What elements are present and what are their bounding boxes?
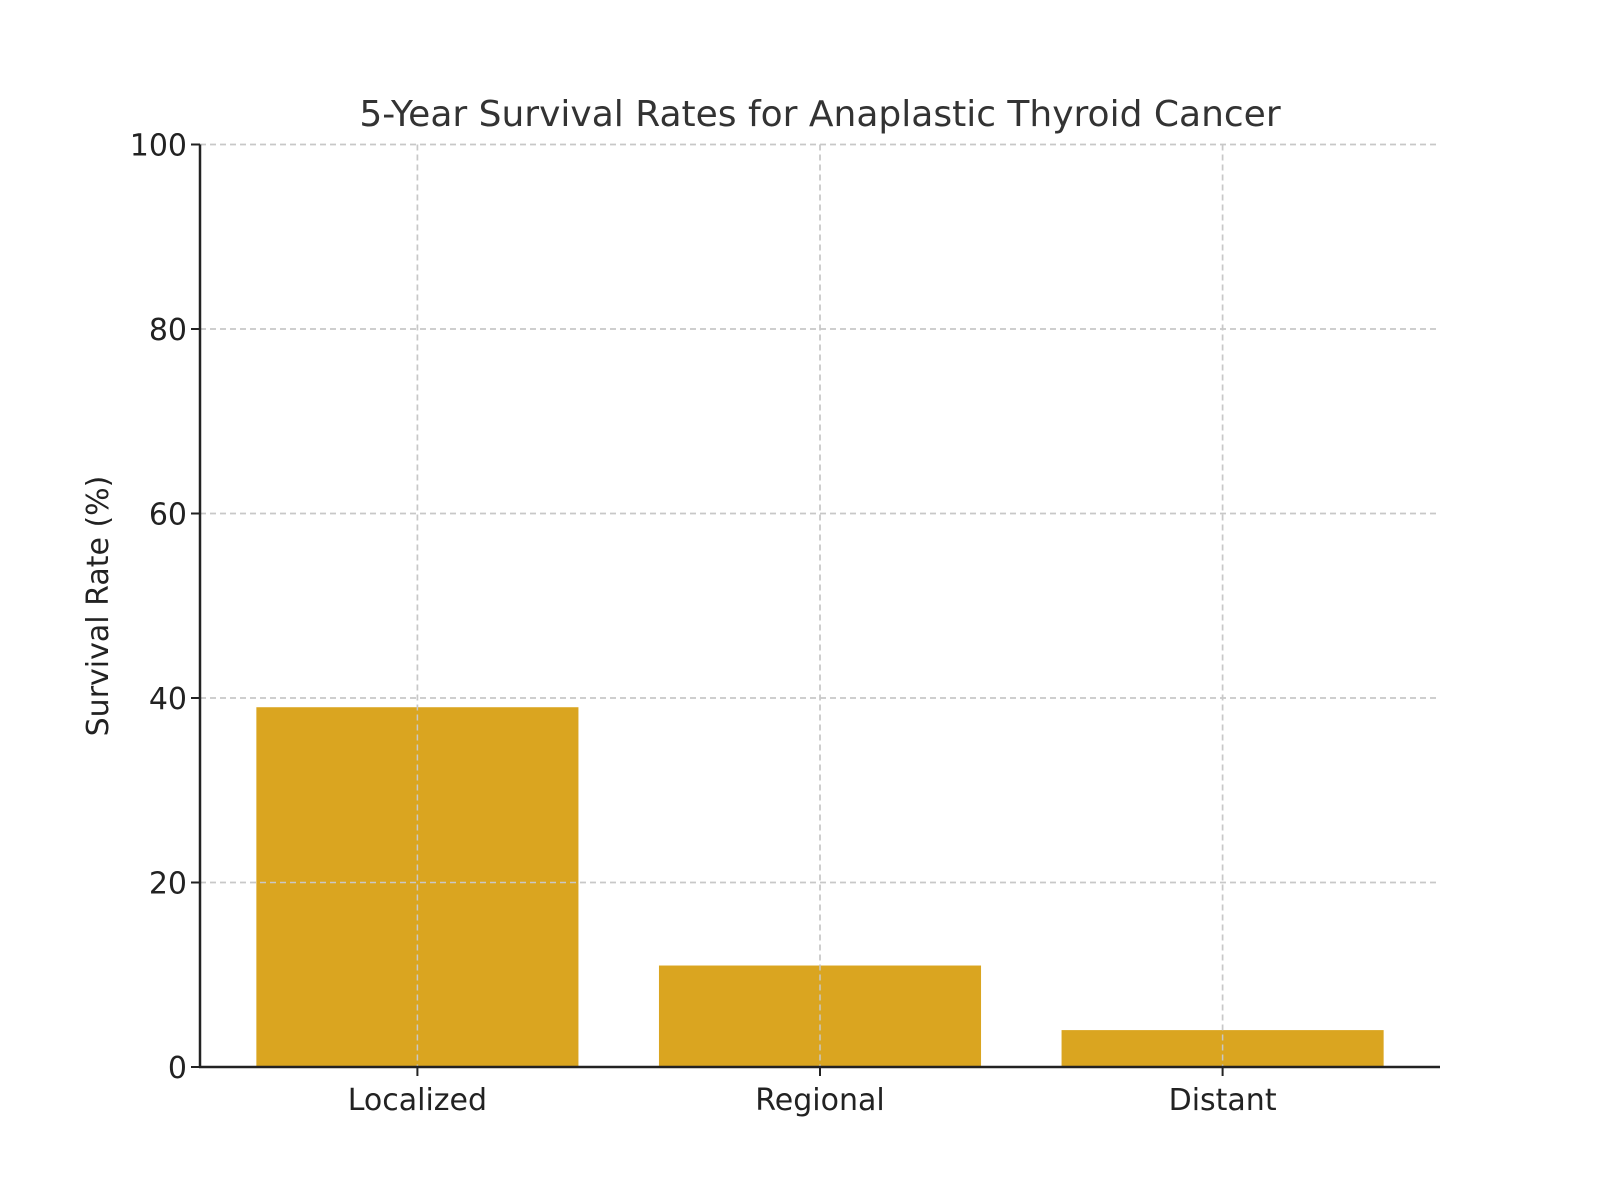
y-tick-label: 100 (130, 129, 187, 164)
chart-title: 5-Year Survival Rates for Anaplastic Thy… (359, 94, 1280, 135)
y-tick-label: 20 (149, 867, 187, 902)
axes: 0 20 40 60 80 100 Localized Regional Distant (130, 129, 1440, 1118)
x-tick-label: Distant (1169, 1083, 1277, 1118)
bars (200, 143, 1440, 1067)
y-axis-label: Survival Rate (%) (81, 476, 116, 737)
y-tick-label: 80 (149, 313, 187, 348)
y-tick-label: 0 (168, 1051, 187, 1086)
y-tick-label: 60 (149, 498, 187, 533)
x-tick-label: Localized (348, 1083, 487, 1118)
y-tick-label: 40 (149, 682, 187, 717)
x-tick-label: Regional (755, 1083, 884, 1118)
